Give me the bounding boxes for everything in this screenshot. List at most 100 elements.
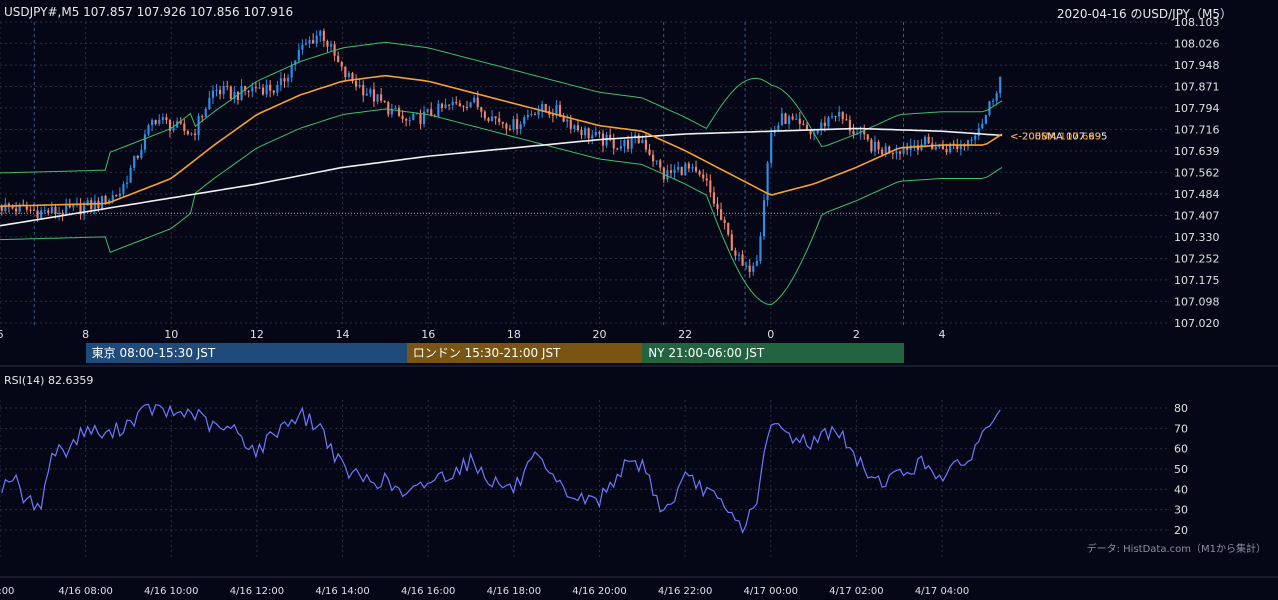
rsi-tick-label: 40: [1174, 483, 1188, 496]
price-x-tick-label: 16: [421, 328, 435, 341]
candle-body: [458, 103, 461, 107]
candle-body: [677, 166, 680, 170]
candle-body: [100, 195, 104, 209]
candle-body: [487, 118, 490, 121]
candle-body: [337, 55, 340, 63]
candle-body: [147, 125, 150, 135]
candle-body: [852, 130, 855, 135]
candle-body: [784, 113, 787, 124]
candle-body: [54, 206, 57, 215]
candle-body: [215, 89, 218, 91]
candle-body: [587, 128, 590, 139]
time-axis-label: 4/16 14:00: [315, 586, 369, 597]
candle-body: [254, 87, 257, 89]
candle-body: [118, 193, 121, 197]
price-x-tick-label: 18: [507, 328, 521, 341]
candle-body: [329, 44, 333, 47]
rsi-label: RSI(14) 82.6359: [4, 374, 94, 387]
candle-body: [541, 104, 544, 112]
session-ny-label: NY 21:00-06:00 JST: [648, 346, 765, 360]
candle-body: [974, 135, 977, 140]
candle-body: [970, 139, 973, 141]
candle-body: [720, 209, 723, 220]
candle-body: [641, 140, 644, 144]
candle-body: [476, 97, 479, 108]
candle-body: [737, 254, 741, 256]
candle-body: [508, 128, 512, 130]
candle-body: [691, 167, 694, 169]
candle-body: [802, 123, 805, 125]
candle-body: [4, 203, 7, 211]
candle-body: [297, 49, 300, 61]
candle-body: [36, 210, 39, 218]
price-tick-label: 107.175: [1174, 274, 1220, 287]
candle-body: [551, 114, 554, 116]
price-tick-label: 108.103: [1174, 16, 1220, 29]
candle-body: [494, 116, 497, 119]
rsi-tick-label: 60: [1174, 443, 1188, 456]
candle-body: [952, 143, 955, 145]
rsi-tick-label: 20: [1174, 524, 1188, 537]
candle-body: [40, 210, 43, 218]
candle-body: [136, 155, 139, 159]
candle-body: [244, 85, 247, 91]
ema20-label: <-20EMA 107.699: [1010, 131, 1101, 142]
candle-body: [344, 66, 347, 78]
candle-body: [340, 62, 343, 67]
session-ny: NY 21:00-06:00 JST: [642, 343, 904, 363]
candle-body: [448, 104, 451, 106]
candle-body: [634, 135, 637, 138]
candle-body: [945, 149, 948, 153]
candle-body: [576, 125, 580, 131]
session-london-label: ロンドン 15:30-21:00 JST: [412, 346, 561, 360]
candle-body: [913, 145, 916, 147]
candle-body: [151, 120, 154, 126]
session-london: ロンドン 15:30-21:00 JST: [406, 343, 643, 363]
candle-body: [584, 128, 587, 136]
candle-body: [644, 140, 648, 150]
candle-body: [261, 87, 265, 95]
candle-body: [934, 147, 937, 150]
chart-title: 2020-04-16 のUSD/JPY（M5）: [1056, 7, 1232, 21]
candle-body: [902, 146, 905, 154]
candle-body: [827, 117, 830, 127]
price-tick-label: 107.716: [1174, 124, 1220, 137]
candle-body: [809, 129, 812, 135]
candle-body: [326, 40, 329, 47]
candle-body: [25, 205, 28, 210]
candle-body: [186, 130, 189, 135]
candle-body: [841, 111, 844, 120]
candle-body: [630, 137, 633, 149]
candle-body: [977, 128, 980, 136]
candle-body: [626, 139, 630, 149]
candle-body: [705, 178, 708, 181]
candle-body: [15, 208, 18, 212]
price-tick-label: 107.020: [1174, 317, 1220, 330]
ema20-line: [0, 74, 1003, 208]
candle-body: [412, 113, 415, 121]
rsi-tick-label: 80: [1174, 402, 1188, 415]
candle-body: [984, 114, 987, 124]
price-x-tick-label: 22: [678, 328, 692, 341]
time-axis-label: 4/17 00:00: [744, 586, 798, 597]
candle-body: [240, 85, 243, 100]
candle-body: [712, 192, 715, 204]
candle-body: [981, 123, 984, 129]
candle-body: [219, 89, 222, 95]
price-tick-label: 107.794: [1174, 102, 1220, 115]
candle-body: [498, 118, 501, 122]
candle-body: [838, 111, 841, 117]
candle-body: [372, 89, 376, 102]
candle-body: [652, 154, 655, 162]
candle-body: [562, 116, 565, 122]
candle-body: [351, 73, 354, 82]
candle-body: [11, 206, 14, 209]
candle-body: [516, 119, 519, 130]
candle-body: [29, 209, 32, 211]
candle-body: [605, 134, 608, 146]
candle-body: [655, 160, 658, 162]
candle-body: [143, 134, 147, 150]
candle-body: [923, 136, 927, 145]
candle-body: [226, 85, 229, 87]
